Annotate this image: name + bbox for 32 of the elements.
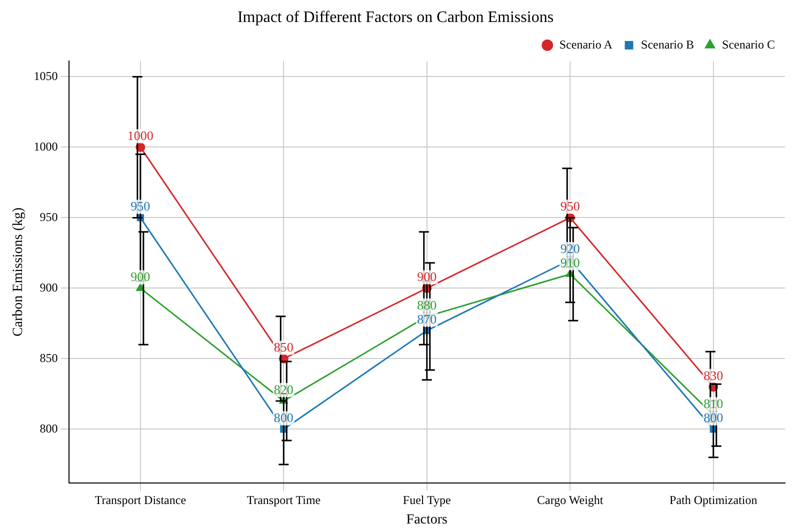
- data-label: 820: [274, 382, 294, 397]
- data-label: 800: [704, 410, 724, 426]
- y-tick-label: 850: [40, 350, 58, 365]
- data-label: 950: [130, 198, 150, 214]
- data-label: 800: [274, 410, 294, 426]
- legend-label: Scenario A: [559, 37, 613, 52]
- data-label: 850: [274, 340, 294, 355]
- data-label: 1000: [127, 128, 154, 144]
- x-tick-label: Transport Distance: [94, 493, 186, 508]
- data-label: 870: [417, 311, 437, 326]
- legend-label: Scenario C: [722, 37, 776, 52]
- data-label: 920: [560, 240, 580, 256]
- data-label: 900: [417, 269, 437, 284]
- y-tick-label: 1000: [34, 139, 58, 154]
- x-tick-label: Cargo Weight: [537, 493, 604, 508]
- data-label: 900: [130, 269, 150, 284]
- x-tick-label: Transport Time: [246, 493, 321, 508]
- y-tick-label: 800: [40, 421, 58, 436]
- chart-title: Impact of Different Factors on Carbon Emissions: [237, 8, 554, 26]
- data-label: 910: [560, 255, 580, 270]
- data-label: 880: [417, 297, 437, 312]
- y-tick-label: 900: [40, 280, 58, 294]
- legend-label: Scenario B: [641, 37, 694, 52]
- data-label: 810: [704, 396, 724, 412]
- y-tick-label: 950: [40, 210, 58, 224]
- x-tick-label: Path Optimization: [670, 493, 758, 508]
- data-label: 830: [704, 368, 724, 383]
- x-axis-title: Factors: [406, 512, 448, 528]
- y-tick-label: 1050: [34, 68, 58, 83]
- x-tick-label: Fuel Type: [402, 493, 451, 508]
- data-label: 950: [560, 198, 580, 214]
- y-axis-title: Carbon Emissions (kg): [11, 207, 26, 337]
